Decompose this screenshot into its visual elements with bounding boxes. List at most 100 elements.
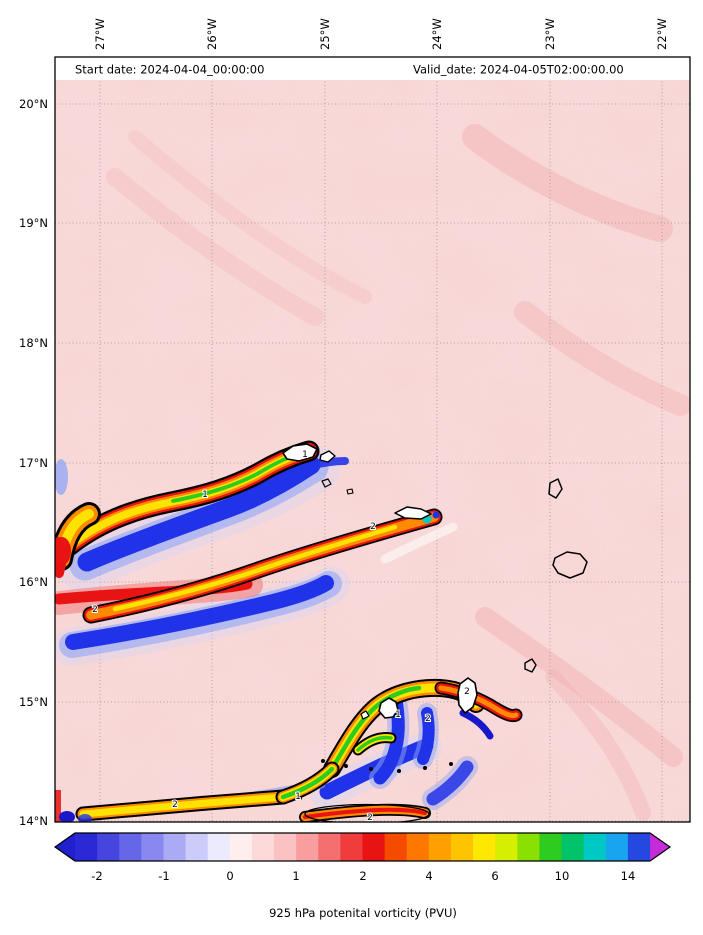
colorbar-tick-label: 6	[491, 869, 498, 883]
wisp	[106, 168, 324, 326]
colorbar-segment-14	[384, 833, 408, 861]
pv-blue-spot	[432, 511, 440, 519]
contour-dot	[298, 796, 302, 800]
west-edge-negative-pv	[55, 459, 68, 495]
colorbar-segment-20	[517, 833, 540, 861]
contour-loop	[304, 803, 430, 822]
islands	[282, 443, 588, 720]
island-fogo	[378, 697, 399, 719]
contour-dot	[344, 764, 348, 768]
island-sao-vicente	[319, 450, 336, 463]
axes-frame	[54, 56, 691, 823]
island-branco	[346, 488, 354, 495]
contour-dot	[369, 767, 373, 771]
valid-date-label: Valid_date: 2024-04-05T02:00:00.00	[413, 63, 624, 77]
start-date-label: Start date: 2024-04-04_00:00:00	[75, 63, 264, 77]
island-santa-luzia	[321, 478, 332, 488]
colorbar-segment-5	[185, 833, 209, 861]
island-santo-antao	[282, 443, 318, 462]
colorbar-segment-8	[251, 833, 275, 861]
island-brava	[360, 710, 370, 720]
colorbar-tick-label: 2	[359, 869, 366, 883]
x-tick-label: 27°W	[93, 18, 107, 50]
colorbar-tick-label: 14	[621, 869, 636, 883]
x-tick-label: 25°W	[318, 18, 332, 50]
y-tick-label: 17°N	[19, 456, 48, 470]
x-tick-label: 26°W	[205, 18, 219, 50]
wisp	[514, 301, 690, 416]
island-boa-vista	[552, 551, 588, 579]
wisp	[545, 669, 651, 821]
colorbar-segments	[75, 833, 651, 861]
colorbar: -2 -1 0 1 2 4 6 10 14 925 hPa potenital …	[53, 832, 672, 920]
colorbar-segment-2	[119, 833, 142, 861]
pink-wisps	[106, 124, 690, 821]
colorbar-right-arrow	[650, 833, 670, 861]
colorbar-segment-11	[318, 833, 341, 861]
y-tick-label: 18°N	[19, 336, 48, 350]
negative-pv-band	[373, 693, 405, 785]
colorbar-segment-18	[473, 833, 496, 861]
white-wisp	[380, 522, 458, 564]
colorbar-tick-label: -1	[158, 869, 169, 883]
y-tick-label: 16°N	[19, 575, 48, 589]
negative-pv-band	[417, 707, 435, 765]
island-sao-nicolau	[394, 506, 432, 520]
colorbar-segment-4	[163, 833, 187, 861]
pv-band-yellow	[112, 524, 398, 612]
colorbar-tick-label: 1	[292, 869, 299, 883]
contour-dot	[449, 762, 453, 766]
island-maio	[524, 658, 537, 673]
corner-negative-pv	[59, 811, 75, 822]
pv-core-green	[356, 735, 393, 752]
colorbar-tick-label: -2	[91, 869, 102, 883]
island-santiago	[457, 677, 478, 714]
y-tick-label: 14°N	[19, 814, 48, 828]
contour-dot	[321, 759, 325, 763]
colorbar-tick-label: 0	[226, 869, 233, 883]
colorbar-ticks: -2 -1 0 1 2 4 6 10 14	[91, 869, 635, 883]
colorbar-segment-1	[97, 833, 120, 861]
x-axis-ticks: 27°W 26°W 25°W 24°W 23°W 22°W	[93, 18, 669, 50]
pv-core-green	[280, 766, 335, 800]
y-tick-label: 15°N	[19, 695, 48, 709]
colorbar-segment-13	[362, 833, 386, 861]
southern-boundary-filament-14n	[75, 761, 431, 822]
colorbar-segment-25	[627, 833, 651, 861]
negative-pv-band	[426, 760, 474, 806]
wisp	[128, 130, 372, 304]
colorbar-segment-7	[229, 833, 253, 861]
graticule	[55, 57, 690, 822]
colorbar-outline	[53, 832, 672, 862]
contour-dot	[397, 769, 401, 773]
west-edge-red-blob	[55, 537, 71, 565]
wisp	[462, 124, 673, 242]
pv-filament-17n	[55, 440, 349, 592]
x-tick-label: 22°W	[655, 18, 669, 50]
colorbar-left-arrow	[55, 833, 75, 861]
y-axis-ticks: 20°N 19°N 18°N 17°N 16°N 15°N 14°N	[19, 97, 48, 828]
contour-label: 2	[172, 800, 178, 810]
negative-pv-band	[77, 455, 321, 572]
contour-label: 1	[395, 710, 401, 720]
map-area: 1 2 2 1 2 1 2 2 1 2 Start date: 2024-04-…	[55, 57, 690, 822]
contour-label: 2	[370, 522, 376, 532]
colorbar-label: 925 hPa potenital vorticity (PVU)	[269, 906, 457, 920]
contour-label: 2	[464, 687, 470, 697]
pv-core-green	[329, 685, 422, 772]
colorbar-segment-23	[583, 833, 607, 861]
negative-pv-arc	[459, 709, 494, 740]
wisp	[475, 607, 683, 767]
colorbar-segment-19	[495, 833, 518, 861]
colorbar-segment-22	[561, 833, 585, 861]
colorbar-tick-label: 4	[425, 869, 432, 883]
colorbar-segment-6	[207, 833, 231, 861]
colorbar-segment-3	[141, 833, 164, 861]
island-sal	[548, 478, 563, 499]
contour-label: 2	[92, 605, 98, 615]
title-strip	[55, 57, 690, 80]
contour-dots	[298, 759, 453, 800]
contour-label: 1	[302, 450, 308, 460]
pv-band-yellow	[79, 793, 287, 818]
